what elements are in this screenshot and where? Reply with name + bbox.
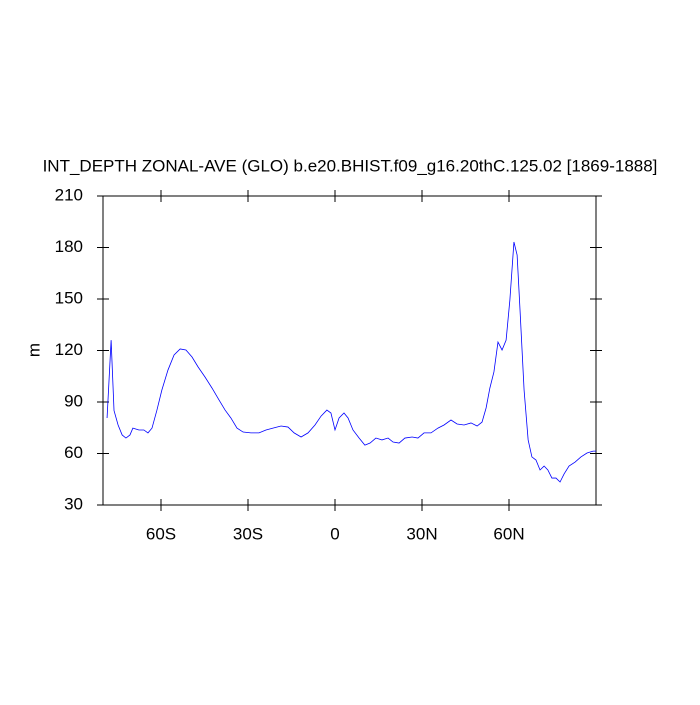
- y-axis-label: m: [24, 343, 43, 357]
- y-tick-label: 90: [64, 391, 83, 410]
- chart-title: INT_DEPTH ZONAL-AVE (GLO) b.e20.BHIST.f0…: [43, 156, 658, 175]
- y-tick-label: 60: [64, 443, 83, 462]
- data-line: [106, 241, 596, 483]
- y-tick-label: 120: [55, 340, 83, 359]
- y-tick-label: 210: [55, 185, 83, 204]
- y-tick-label: 150: [55, 288, 83, 307]
- x-tick-label: 0: [330, 524, 339, 543]
- y-tick-label: 180: [55, 237, 83, 256]
- y-tick-label: 30: [64, 494, 83, 513]
- x-tick-label: 60S: [146, 524, 176, 543]
- x-tick-label: 30S: [233, 524, 263, 543]
- x-tick-label: 30N: [406, 524, 437, 543]
- x-tick-label: 60N: [493, 524, 524, 543]
